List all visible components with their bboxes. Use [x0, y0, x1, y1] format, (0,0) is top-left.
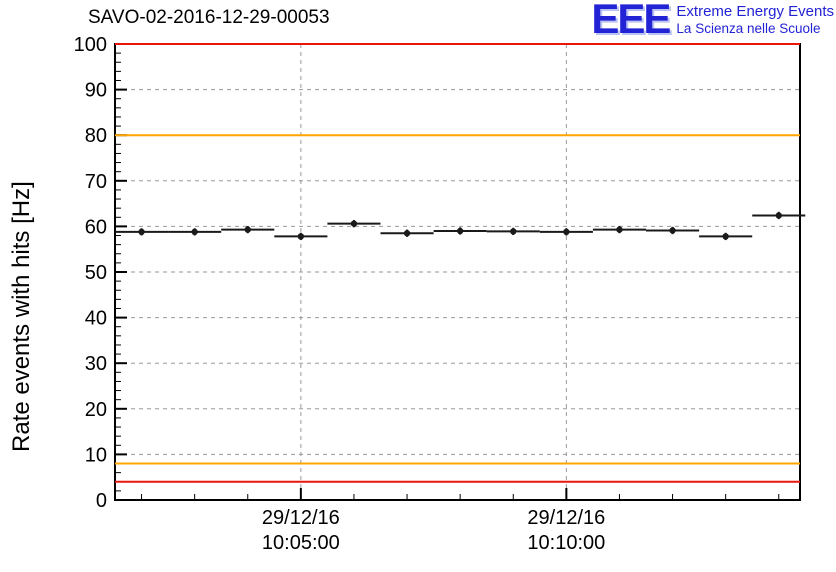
- logo-line2: La Scienza nelle Scuole: [676, 21, 821, 36]
- svg-text:60: 60: [85, 216, 107, 238]
- eee-logo-text: EEE: [591, 0, 671, 42]
- tick-labels: 0 10 20 30 40 50 60 70 80 90 100 29/12/16 10:05:00 29…: [74, 34, 606, 554]
- svg-text:10: 10: [85, 444, 107, 466]
- reference-lines: [115, 43, 800, 483]
- svg-text:20: 20: [85, 399, 107, 421]
- svg-text:0: 0: [96, 490, 107, 512]
- eee-logo-subtitle: Extreme Energy Events La Scienza nelle S…: [676, 1, 834, 37]
- logo-line1: Extreme Energy Events: [676, 3, 834, 20]
- svg-text:90: 90: [85, 80, 107, 102]
- svg-text:29/12/16: 29/12/16: [262, 507, 340, 529]
- svg-text:50: 50: [85, 262, 107, 284]
- svg-text:10:10:00: 10:10:00: [527, 532, 605, 554]
- eee-logo: EEE Extreme Energy Events La Scienza nel…: [591, 0, 834, 42]
- svg-text:30: 30: [85, 353, 107, 375]
- data-points: [115, 211, 806, 241]
- svg-text:100: 100: [74, 34, 107, 56]
- plot-title: SAVO-02-2016-12-29-00053: [88, 7, 330, 28]
- svg-text:70: 70: [85, 171, 107, 193]
- svg-text:29/12/16: 29/12/16: [527, 507, 605, 529]
- svg-text:80: 80: [85, 125, 107, 147]
- plot-frame: [114, 43, 801, 501]
- svg-text:10:05:00: 10:05:00: [262, 532, 340, 554]
- grid-lines: [115, 44, 800, 500]
- svg-text:40: 40: [85, 308, 107, 330]
